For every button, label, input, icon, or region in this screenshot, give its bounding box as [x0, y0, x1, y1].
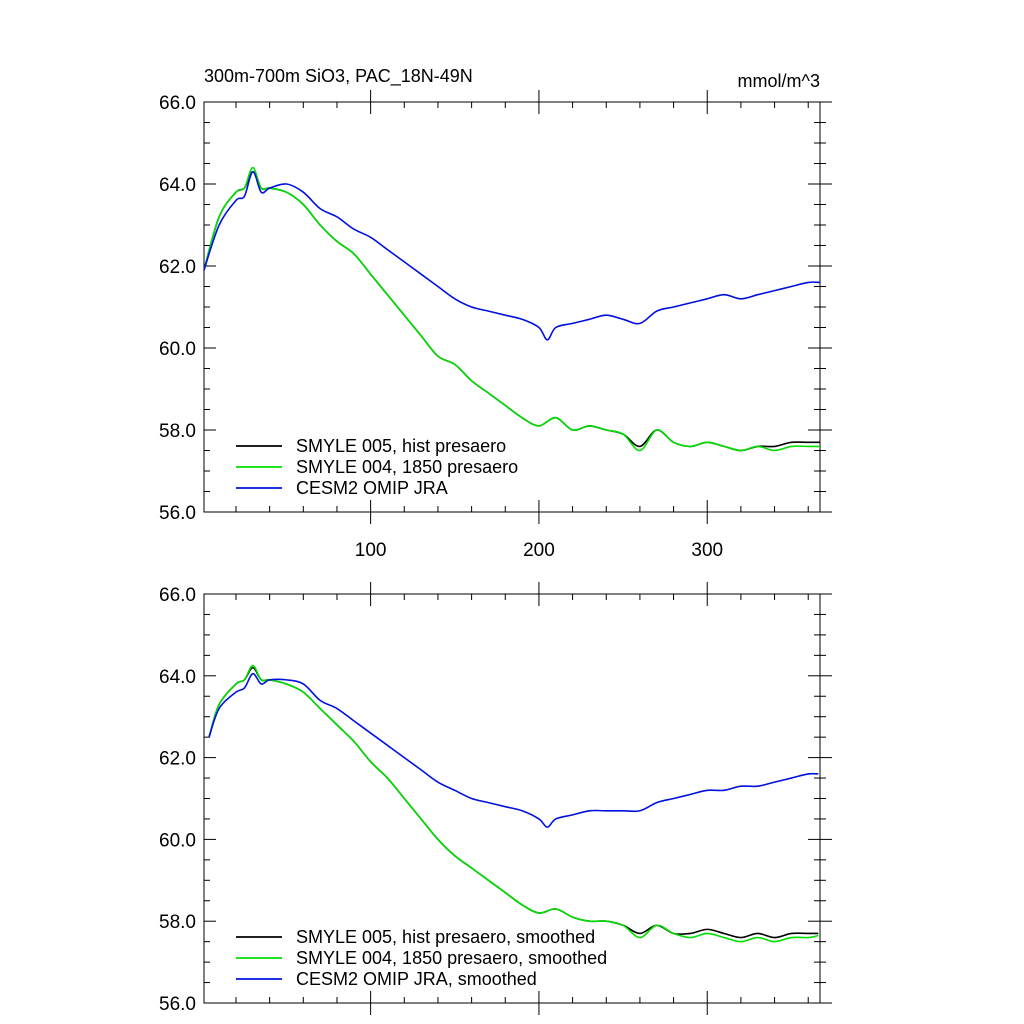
chart-title: 300m-700m SiO3, PAC_18N-49N	[204, 66, 473, 87]
series-line-1	[208, 666, 819, 939]
legend-label-3: CESM2 OMIP JRA	[296, 478, 448, 498]
y-tick-label: 60.0	[159, 339, 196, 360]
y-tick-label: 56.0	[159, 503, 196, 524]
series-line-2	[208, 664, 819, 943]
y-tick-label: 62.0	[159, 749, 196, 770]
y-tick-label: 56.0	[159, 994, 196, 1015]
top-panel: 56.0 58.0 60.0 62.0 64.0 66.0 100 200 300 SMYLE 0…	[159, 90, 832, 561]
legend-label-2: SMYLE 004, 1850 presaero, smoothed	[296, 948, 607, 968]
y-tick-label: 58.0	[159, 912, 196, 933]
y-tick-label: 62.0	[159, 257, 196, 278]
y-tick-label: 60.0	[159, 830, 196, 851]
legend-label-3: CESM2 OMIP JRA, smoothed	[296, 969, 537, 989]
y-tick-label: 64.0	[159, 175, 196, 196]
x-tick-label: 300	[691, 540, 723, 561]
y-tick-label: 64.0	[159, 667, 196, 688]
y-tick-label: 66.0	[159, 585, 196, 606]
y-tick-label: 58.0	[159, 421, 196, 442]
legend-label-1: SMYLE 005, hist presaero	[296, 436, 506, 456]
x-tick-label: 200	[523, 540, 555, 561]
y-tick-label: 66.0	[159, 93, 196, 114]
series-line-3	[203, 170, 821, 341]
x-tick-label: 100	[355, 540, 387, 561]
legend-label-1: SMYLE 005, hist presaero, smoothed	[296, 927, 595, 947]
legend-label-2: SMYLE 004, 1850 presaero	[296, 457, 518, 477]
series-line-2	[203, 166, 820, 452]
series-line-3	[208, 672, 819, 828]
series-line-1	[203, 170, 820, 452]
units-label: mmol/m^3	[738, 71, 820, 91]
bottom-panel: 56.0 58.0 60.0 62.0 64.0 66.0 SMYLE 005, hist …	[159, 582, 832, 1015]
